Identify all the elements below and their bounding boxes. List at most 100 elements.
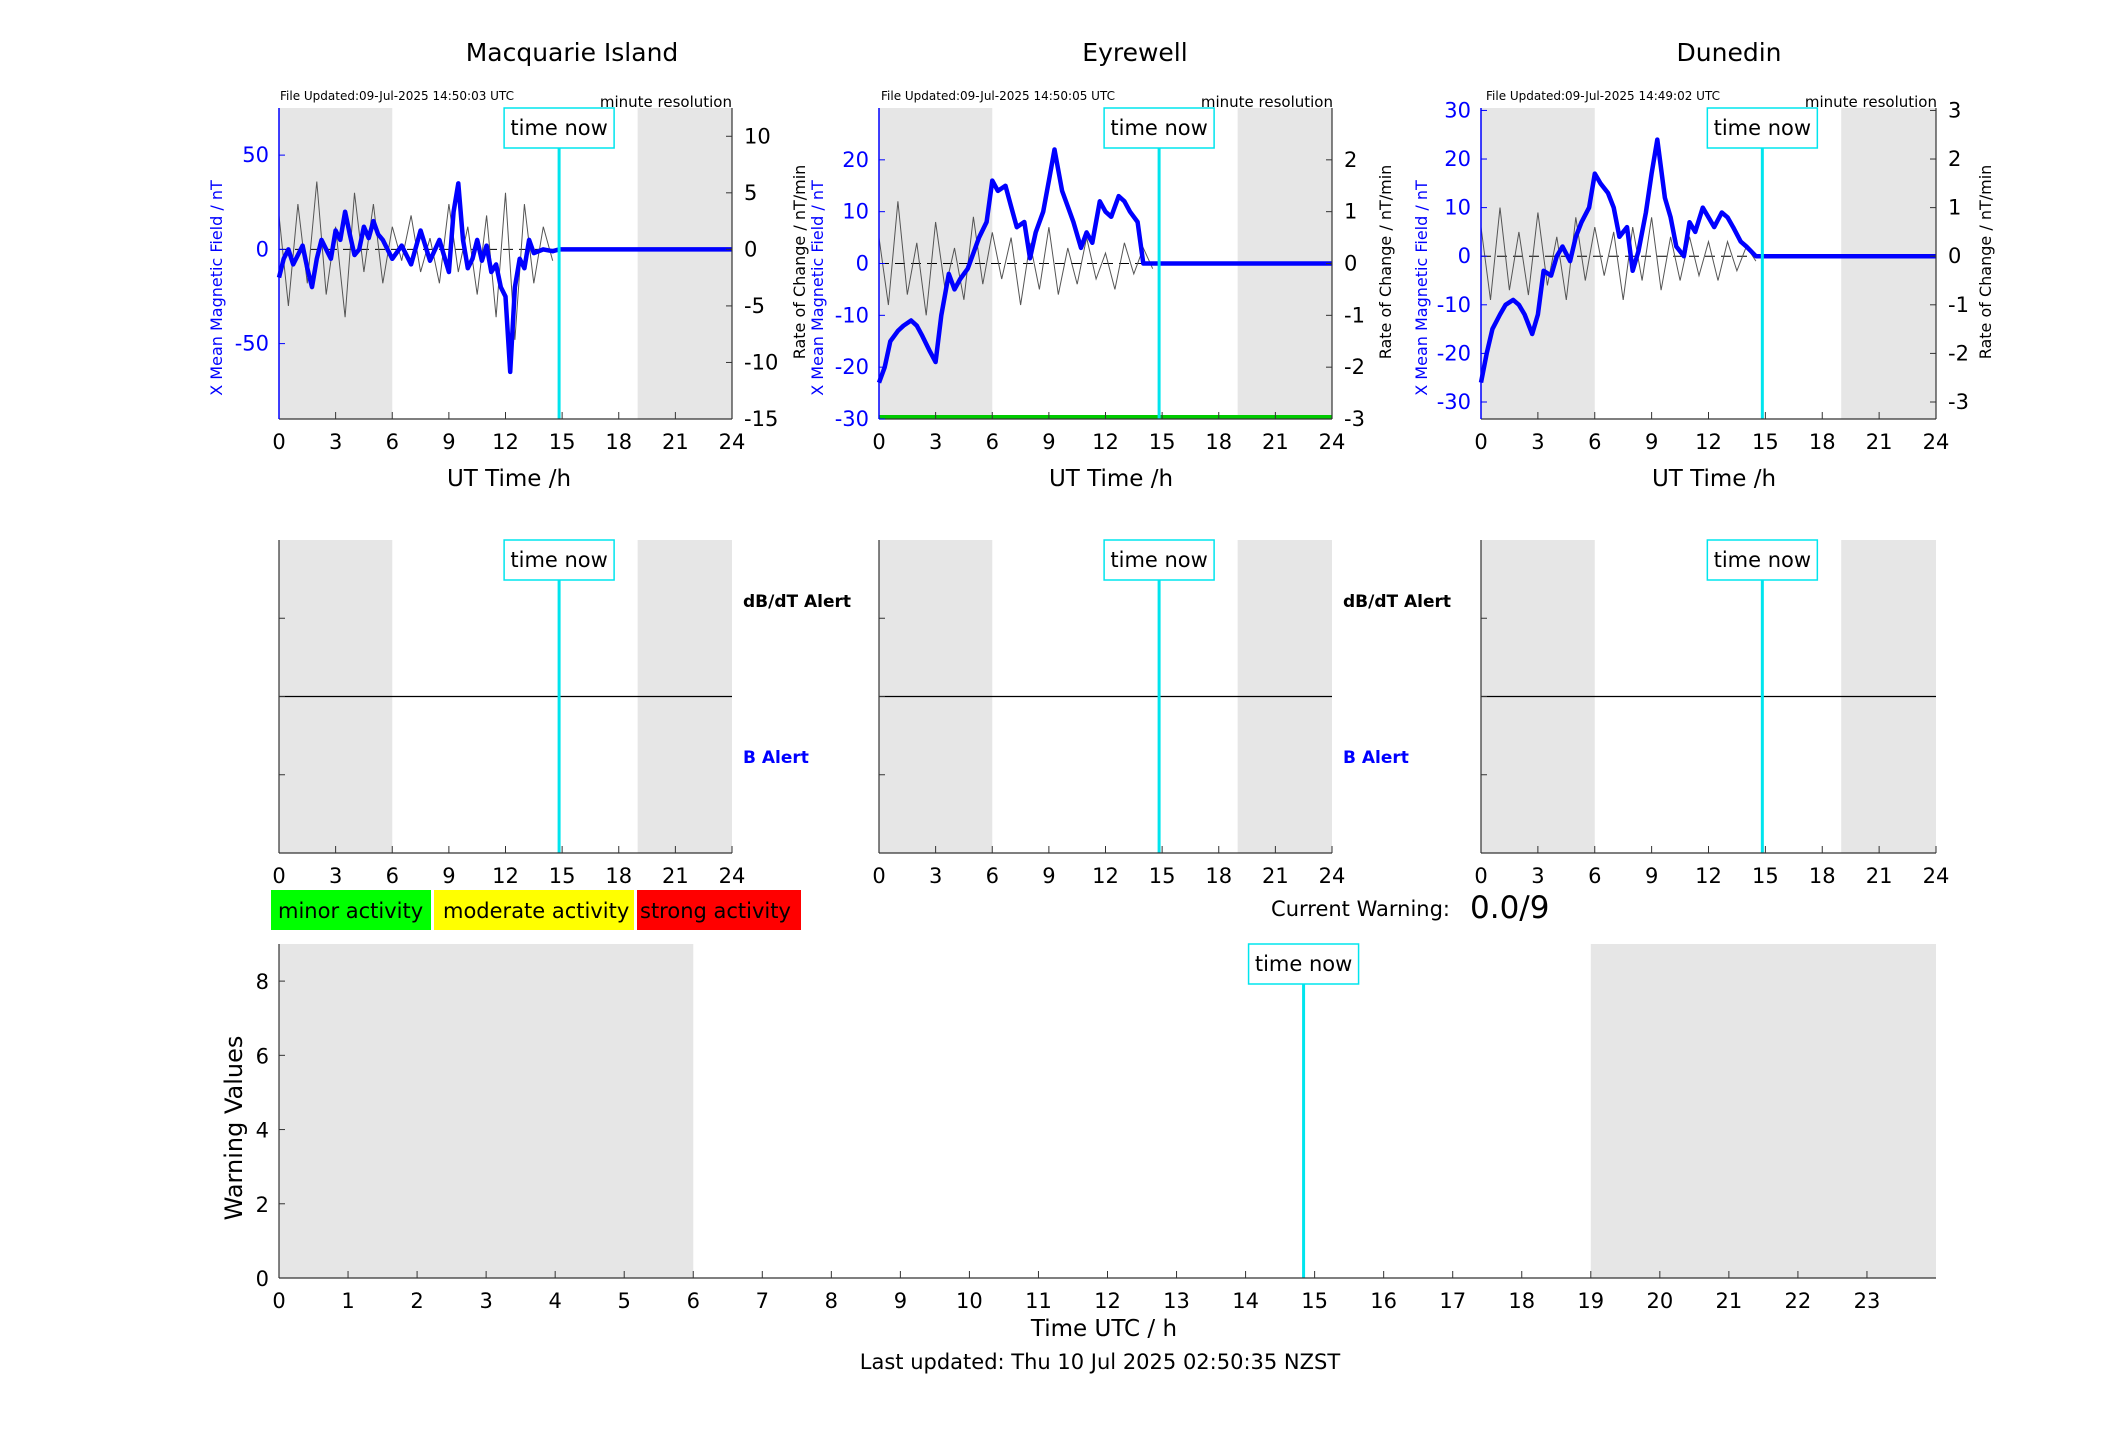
legend-minor-label: minor activity (278, 899, 423, 923)
macquarie-xtick-label-0: 0 (272, 430, 285, 454)
macquarie-shade-0 (279, 108, 393, 419)
file-updated-dunedin: File Updated:09-Jul-2025 14:49:02 UTC (1486, 89, 1720, 103)
dunedin-xtick-label-0: 0 (1474, 430, 1487, 454)
dunedin-y2tick-label-2: 2 (1948, 147, 1961, 171)
eyrewell-y2tick-label-1: 1 (1344, 200, 1357, 224)
dunedin-alert-xtick-label-0: 0 (1474, 864, 1487, 888)
macquarie-alert-xtick-label-12: 12 (492, 864, 519, 888)
y2label-dunedin: Rate of Change / nT/min (1976, 165, 1995, 360)
macquarie-ytick-label-50: 50 (242, 143, 269, 167)
file-updated-macquarie: File Updated:09-Jul-2025 14:50:03 UTC (280, 89, 514, 103)
ylabel-macquarie: X Mean Magnetic Field / nT (207, 180, 226, 396)
macquarie-y2tick-label-10: 10 (744, 124, 771, 148)
macquarie-xtick-label-12: 12 (492, 430, 519, 454)
warning-time-now-label: time now (1255, 952, 1352, 976)
eyrewell-ytick-label--30: -30 (835, 407, 869, 431)
dunedin-ytick-label--30: -30 (1437, 390, 1471, 414)
eyrewell-alert-xtick-label-18: 18 (1205, 864, 1232, 888)
warning-xtick-label-22: 22 (1785, 1289, 1812, 1313)
dunedin-ytick-label--20: -20 (1437, 341, 1471, 365)
dunedin-alert-time-now-box (1706, 539, 1819, 581)
eyrewell-y2tick-label--3: -3 (1344, 407, 1365, 431)
dunedin-shade-0 (1481, 108, 1595, 419)
warning-shade-0 (279, 944, 694, 1278)
macquarie-alert-xtick-label-3: 3 (329, 864, 342, 888)
macquarie-y2tick-label--5: -5 (744, 294, 765, 318)
dunedin-alert-xtick-label-24: 24 (1923, 864, 1950, 888)
macquarie-xtick-label-18: 18 (605, 430, 632, 454)
macquarie-y2tick-label--10: -10 (744, 350, 778, 374)
eyrewell-ytick-label-20: 20 (842, 148, 869, 172)
ylabel-dunedin: X Mean Magnetic Field / nT (1412, 180, 1431, 396)
macquarie-y2tick-label--15: -15 (744, 407, 778, 431)
eyrewell-ytick-label-0: 0 (856, 252, 869, 276)
dunedin-xtick-label-9: 9 (1645, 430, 1658, 454)
warning-ytick-label-0: 0 (256, 1267, 269, 1291)
dunedin-y2tick-label--1: -1 (1948, 293, 1969, 317)
warning-xtick-label-17: 17 (1439, 1289, 1466, 1313)
b-alert-label-macquarie: B Alert (743, 748, 809, 768)
dunedin-field-series (1478, 137, 1936, 384)
warning-xtick-label-14: 14 (1232, 1289, 1259, 1313)
dunedin-alert-xtick-label-21: 21 (1866, 864, 1893, 888)
dunedin-alert-xtick-label-15: 15 (1752, 864, 1779, 888)
y2label-macquarie: Rate of Change / nT/min (790, 165, 809, 360)
warning-ytick-label-4: 4 (256, 1119, 269, 1143)
file-updated-eyrewell: File Updated:09-Jul-2025 14:50:05 UTC (881, 89, 1115, 103)
dunedin-time-now-label: time now (1714, 116, 1811, 140)
macquarie-alert-xtick-label-9: 9 (442, 864, 455, 888)
macquarie-field-series (276, 181, 732, 375)
eyrewell-alert-xtick-label-12: 12 (1092, 864, 1119, 888)
legend-minor-swatch (271, 890, 431, 930)
eyrewell-time-now-label: time now (1110, 116, 1207, 140)
eyrewell-alert-xtick-label-21: 21 (1262, 864, 1289, 888)
dunedin-roc-series (1480, 207, 1757, 300)
eyrewell-roc-series (878, 201, 1154, 316)
eyrewell-alert-time-now-box (1103, 539, 1215, 581)
warning-xtick-label-21: 21 (1716, 1289, 1743, 1313)
eyrewell-xtick-label-15: 15 (1149, 430, 1176, 454)
dunedin-xtick-label-18: 18 (1809, 430, 1836, 454)
macquarie-alert-time-now-box (503, 539, 615, 581)
warning-xtick-label-2: 2 (410, 1289, 423, 1313)
warning-ytick-label-6: 6 (256, 1044, 269, 1068)
dunedin-ytick-label-30: 30 (1444, 98, 1471, 122)
eyrewell-ytick-label-10: 10 (842, 200, 869, 224)
dunedin-xtick-label-15: 15 (1752, 430, 1779, 454)
macquarie-alert-xtick-label-21: 21 (662, 864, 689, 888)
dunedin-ytick-label-20: 20 (1444, 147, 1471, 171)
eyrewell-time-now-box (1103, 107, 1215, 149)
eyrewell-xtick-label-21: 21 (1262, 430, 1289, 454)
warning-xtick-label-5: 5 (618, 1289, 631, 1313)
plot-marks: time now time now time now time now time now… (276, 107, 1936, 1278)
macquarie-xtick-label-15: 15 (549, 430, 576, 454)
dbdt-alert-label-macquarie: dB/dT Alert (743, 592, 851, 612)
macquarie-xtick-label-3: 3 (329, 430, 342, 454)
eyrewell-xtick-label-24: 24 (1319, 430, 1346, 454)
dunedin-y2tick-label-1: 1 (1948, 196, 1961, 220)
dunedin-xtick-label-3: 3 (1531, 430, 1544, 454)
legend-strong-swatch (637, 890, 801, 930)
dunedin-y2tick-label-3: 3 (1948, 98, 1961, 122)
eyrewell-xtick-label-3: 3 (929, 430, 942, 454)
dunedin-alert-xtick-label-18: 18 (1809, 864, 1836, 888)
resolution-macquarie: minute resolution (600, 93, 732, 111)
warning-time-now-box (1247, 943, 1360, 985)
eyrewell-alert-xtick-label-24: 24 (1319, 864, 1346, 888)
warning-xtick-label-0: 0 (272, 1289, 285, 1313)
warning-xtick-label-12: 12 (1094, 1289, 1121, 1313)
macquarie-y2tick-label-5: 5 (744, 181, 757, 205)
legend-moderate-label: moderate activity (443, 899, 629, 923)
warning-xlabel: Time UTC / h (1030, 1316, 1177, 1342)
resolution-eyrewell: minute resolution (1201, 93, 1333, 111)
y2label-eyrewell: Rate of Change / nT/min (1376, 165, 1395, 360)
eyrewell-y2tick-label-0: 0 (1344, 252, 1357, 276)
warning-xtick-label-15: 15 (1301, 1289, 1328, 1313)
warning-xtick-label-20: 20 (1646, 1289, 1673, 1313)
warning-shade-1 (1590, 944, 1936, 1278)
macquarie-alert-time-now-label: time now (510, 548, 607, 572)
warning-xtick-label-9: 9 (894, 1289, 907, 1313)
legend-moderate-swatch (434, 890, 634, 930)
eyrewell-field-series (876, 147, 1332, 384)
macquarie-xtick-label-21: 21 (662, 430, 689, 454)
